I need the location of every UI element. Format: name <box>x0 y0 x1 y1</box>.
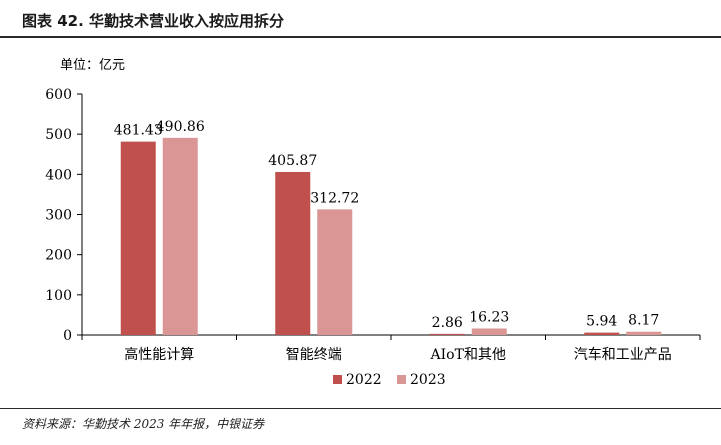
x-tick-label: AIoT和其他 <box>430 347 506 363</box>
unit-label: 单位：亿元 <box>60 58 125 73</box>
figure-title: 图表 42. 华勤技术营业收入按应用拆分 <box>22 12 285 30</box>
bar-2022 <box>275 171 311 335</box>
legend-swatch <box>397 375 406 384</box>
data-label: 312.72 <box>310 190 359 206</box>
data-label: 8.17 <box>628 313 659 329</box>
y-tick-label: 0 <box>63 328 72 344</box>
y-axis: 0 100 200 300 400 500 600 <box>45 87 83 344</box>
legend: 2022 2023 <box>333 372 446 388</box>
legend-label: 2022 <box>346 372 382 388</box>
source-note: 资料来源：华勤技术 2023 年年报，中银证券 <box>22 417 265 431</box>
bar-2023 <box>317 209 353 335</box>
y-tick-label: 500 <box>45 127 72 143</box>
bar-2023 <box>626 331 662 335</box>
y-tick-label: 600 <box>45 87 72 103</box>
bar-chart: 单位：亿元 0 100 200 300 400 500 600 高性能计算 智能终端 AIoT和… <box>45 58 701 388</box>
x-tick-label: 智能终端 <box>286 347 342 363</box>
source-divider <box>0 408 721 409</box>
x-tick-label: 高性能计算 <box>124 346 194 363</box>
data-label: 16.23 <box>469 309 509 325</box>
data-label: 481.43 <box>114 123 163 139</box>
y-tick-label: 200 <box>45 248 72 264</box>
bar-2023 <box>471 328 507 335</box>
bar-2022 <box>120 141 156 335</box>
bar-2022 <box>584 332 620 335</box>
legend-label: 2023 <box>410 372 446 388</box>
data-label: 2.86 <box>432 315 463 331</box>
title-bar: 图表 42. 华勤技术营业收入按应用拆分 <box>0 0 721 38</box>
y-tick-label: 300 <box>45 208 72 224</box>
y-tick-label: 100 <box>45 288 72 304</box>
data-label: 5.94 <box>586 314 617 330</box>
x-tick-label: 汽车和工业产品 <box>574 346 672 363</box>
data-label: 405.87 <box>268 153 317 169</box>
data-label: 490.86 <box>156 119 205 135</box>
y-tick-label: 400 <box>45 167 72 183</box>
x-axis: 高性能计算 智能终端 AIoT和其他 汽车和工业产品 <box>81 334 701 363</box>
bar-2022 <box>429 333 465 335</box>
legend-swatch <box>333 375 342 384</box>
bar-2023 <box>162 137 198 335</box>
